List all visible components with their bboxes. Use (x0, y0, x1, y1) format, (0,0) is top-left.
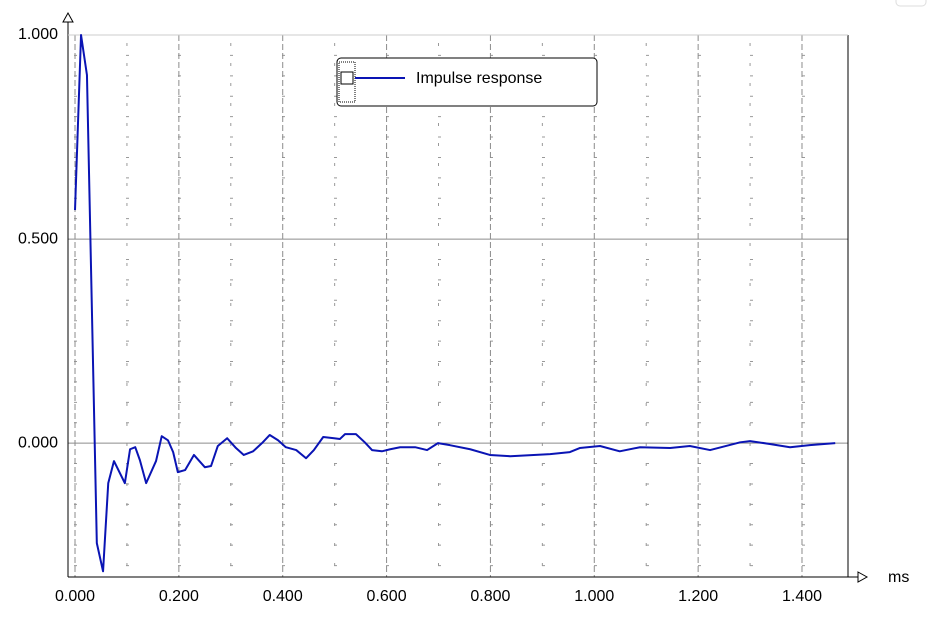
legend-label: Impulse response (416, 70, 542, 87)
legend-focus (338, 61, 356, 103)
legend-checkbox (340, 71, 354, 85)
axis-arrow (857, 571, 869, 583)
x-tick-label: 1.200 (678, 588, 718, 605)
x-tick-label: 1.000 (574, 588, 614, 605)
x-tick-label: 0.200 (159, 588, 199, 605)
x-tick-label: 0.600 (367, 588, 407, 605)
series-line (74, 34, 836, 573)
x-tick-label: 0.000 (55, 588, 95, 605)
y-tick-label: 0.000 (18, 434, 58, 451)
x-tick-label: 1.400 (782, 588, 822, 605)
axis-arrow (62, 11, 74, 23)
y-tick-label: 0.500 (18, 230, 58, 247)
legend (336, 57, 598, 107)
x-tick-label: 0.800 (470, 588, 510, 605)
corner-frame (895, 0, 927, 7)
x-tick-label: 0.400 (263, 588, 303, 605)
y-tick-label: 1.000 (18, 26, 58, 43)
x-axis-label: ms (888, 569, 909, 586)
